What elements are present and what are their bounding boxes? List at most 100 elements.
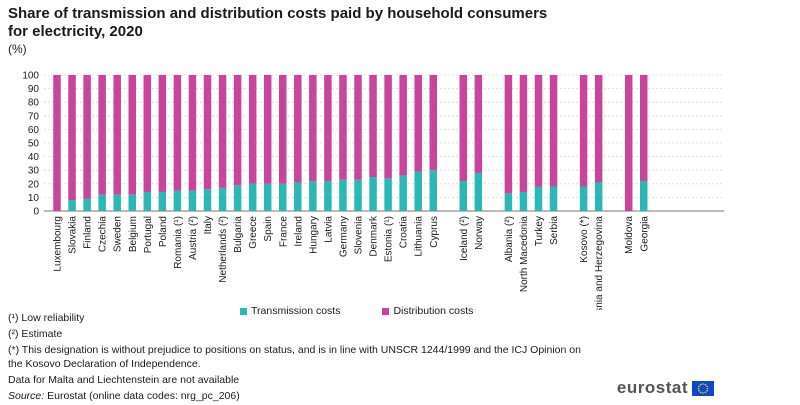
bar-distribution (459, 75, 468, 182)
x-tick-label: Turkey (534, 216, 545, 246)
x-tick-label: Finland (83, 216, 94, 249)
bar-distribution (594, 75, 603, 183)
bar-transmission (354, 179, 362, 211)
x-tick-label: Croatia (399, 216, 410, 249)
bar-distribution (248, 75, 257, 184)
x-tick-label: Norway (474, 216, 485, 250)
bar-distribution (279, 75, 287, 184)
bar-transmission (369, 177, 377, 211)
x-tick-label: Georgia (639, 216, 650, 252)
source-text: Eurostat (online data codes: nrg_pc_206) (47, 390, 240, 402)
bar-distribution (519, 75, 528, 192)
x-tick-label: Bulgaria (233, 216, 244, 253)
x-tick-label: Albania (²) (504, 216, 515, 262)
bar-distribution (399, 75, 407, 176)
bar-distribution (504, 75, 513, 194)
bar-distribution (53, 75, 61, 211)
x-tick-label: Kosovo (*) (579, 216, 590, 263)
x-tick-label: Lithuania (414, 216, 425, 257)
bar-transmission (519, 191, 528, 211)
bar-transmission (188, 190, 197, 211)
x-tick-label: Italy (203, 216, 214, 234)
y-axis-ticks: 0 10 20 30 40 50 60 70 80 90 100 (22, 71, 39, 218)
eurostat-logo-text: eurostat (616, 378, 688, 397)
x-tick-label: Poland (158, 216, 169, 247)
bar-transmission (143, 191, 152, 211)
bar-transmission (98, 194, 106, 211)
bar-distribution (68, 75, 76, 201)
bar-transmission (309, 181, 317, 211)
x-tick-label: Spain (263, 216, 274, 242)
y-tick-label: 20 (28, 179, 40, 190)
x-tick-label: Romania (¹) (173, 216, 184, 269)
x-tick-label: Netherlands (²) (218, 216, 229, 283)
bar-transmission (218, 187, 227, 211)
x-tick-label: France (278, 216, 289, 248)
bar-distribution (309, 75, 317, 182)
legend-label-transmission: Transmission costs (251, 305, 341, 317)
bar-transmission (534, 186, 543, 211)
legend-swatch-distribution (382, 307, 390, 315)
x-tick-label: Serbia (549, 216, 560, 245)
x-tick-label: Belgium (128, 216, 139, 252)
x-tick-label: Portugal (143, 216, 154, 253)
bar-transmission (339, 179, 347, 211)
x-tick-label: Austria (²) (188, 216, 199, 260)
legend-swatch-transmission (240, 307, 247, 315)
x-tick-label: Slovenia (354, 216, 365, 255)
bars (53, 75, 648, 211)
y-tick-label: 90 (28, 84, 40, 95)
bar-distribution (158, 75, 167, 192)
bar-distribution (98, 75, 106, 195)
bar-distribution (640, 75, 648, 182)
x-tick-label: Latvia (323, 216, 334, 243)
bar-transmission (68, 200, 76, 211)
x-tick-label: Czechia (98, 216, 109, 253)
bar-transmission (429, 170, 437, 211)
bar-transmission (263, 183, 272, 211)
bar-distribution (218, 75, 227, 188)
bar-distribution (128, 75, 136, 195)
bar-transmission (158, 191, 167, 211)
bar-transmission (549, 186, 558, 211)
note-low-reliability: (¹) Low reliability (8, 312, 85, 324)
x-axis-labels: Luxembourg Slovakia Finland Czechia Sweden Be… (53, 215, 651, 310)
bar-transmission (248, 183, 257, 211)
bar-transmission (384, 178, 392, 211)
y-tick-label: 70 (28, 111, 40, 122)
bar-distribution (354, 75, 362, 180)
bar-transmission (83, 198, 91, 211)
bar-distribution (233, 75, 242, 186)
x-tick-label: Estonia (¹) (384, 216, 395, 262)
bar-transmission (474, 172, 483, 211)
x-tick-label: Germany (338, 216, 349, 257)
y-tick-label: 30 (28, 166, 40, 177)
bar-transmission (128, 194, 136, 211)
stacked-bar-chart: 0 10 20 30 40 50 60 70 80 90 100 Luxembourg Slovaki… (22, 71, 724, 310)
bar-transmission (579, 186, 588, 211)
bar-transmission (640, 181, 648, 211)
y-tick-label: 100 (22, 71, 39, 82)
x-tick-label: Slovakia (68, 216, 79, 254)
y-tick-label: 80 (28, 98, 40, 109)
y-tick-label: 40 (28, 152, 40, 163)
gridlines (44, 74, 724, 212)
bar-transmission (279, 183, 287, 211)
legend-label-distribution: Distribution costs (393, 305, 474, 317)
note-estimate: (²) Estimate (8, 328, 63, 340)
x-tick-label: Iceland (²) (459, 216, 470, 261)
bar-distribution (83, 75, 91, 199)
bar-transmission (173, 190, 182, 211)
eu-flag-icon (692, 380, 714, 396)
y-tick-label: 60 (28, 125, 40, 136)
legend-item-transmission: Transmission costs (240, 305, 340, 317)
x-tick-label: North Macedonia (519, 216, 530, 293)
bar-distribution (324, 75, 332, 182)
bar-distribution (369, 75, 377, 177)
x-tick-label: Greece (248, 216, 259, 249)
bar-distribution (414, 75, 422, 172)
note-missing-data: Data for Malta and Liechtenstein are not… (8, 374, 240, 386)
note-kosovo: (*) This designation is without prejudic… (8, 344, 581, 370)
bar-distribution (624, 75, 633, 211)
legend: Transmission costs Distribution costs (240, 305, 473, 317)
